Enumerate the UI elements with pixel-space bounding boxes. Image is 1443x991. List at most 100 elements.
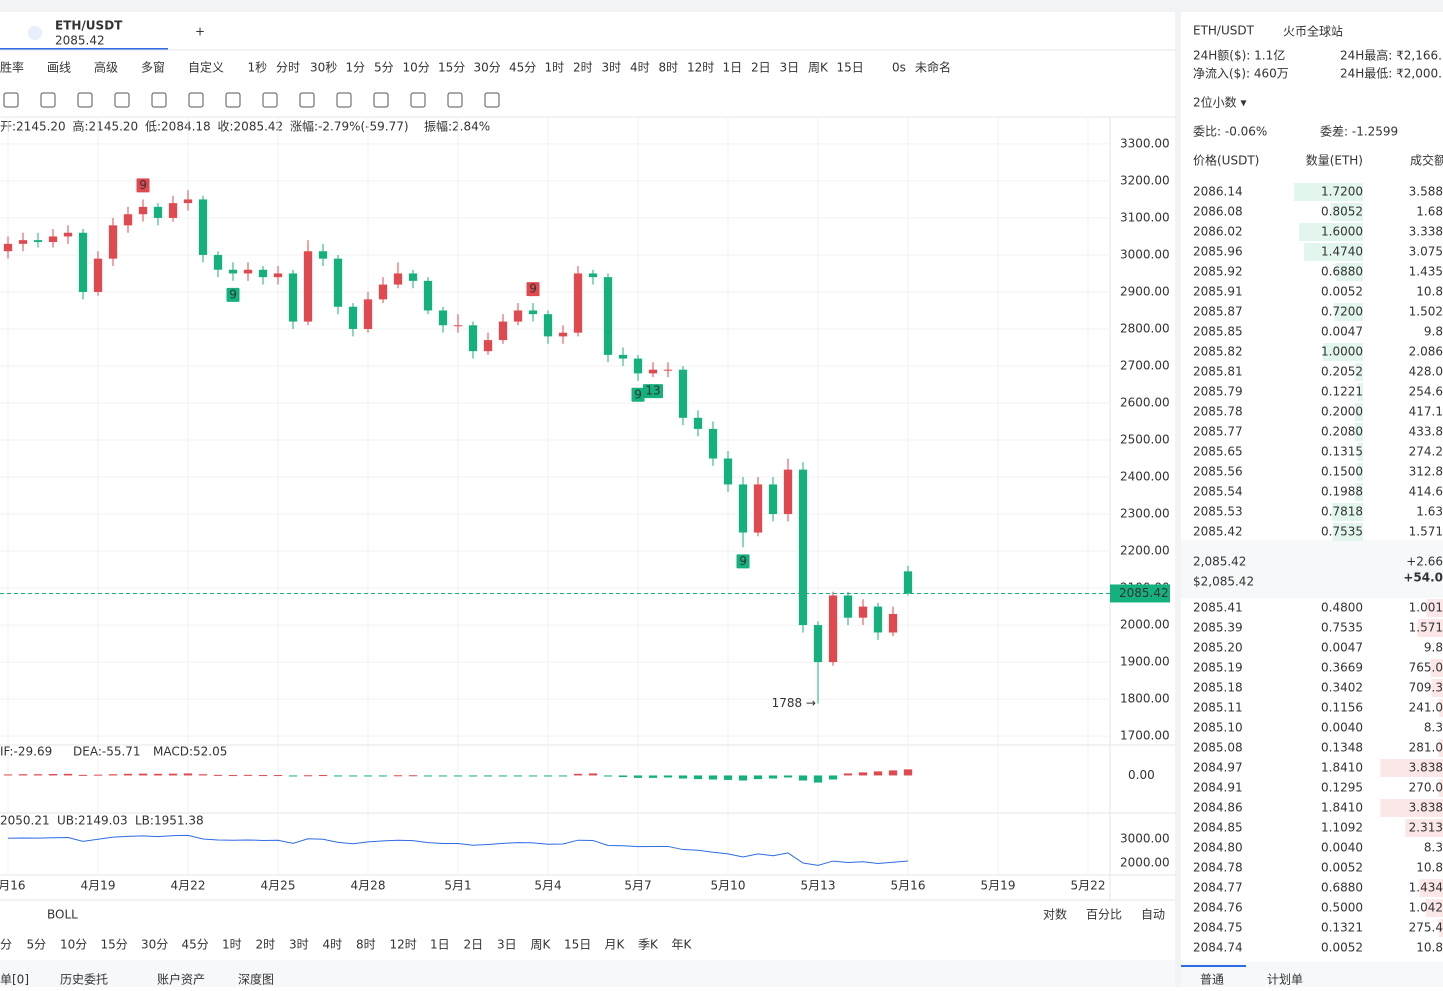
- book-symbol: ETH/USDT: [1193, 24, 1255, 38]
- indicator[interactable]: BOLL: [47, 908, 78, 922]
- period[interactable]: 1日: [430, 938, 450, 952]
- book-qty: 0.1156: [1321, 701, 1363, 715]
- book-qty: 0.3669: [1321, 661, 1363, 675]
- y-tick-label: 3300.00: [1120, 136, 1170, 150]
- candle-body: [34, 240, 42, 242]
- candle-body: [19, 240, 27, 244]
- book-price: 2084.77: [1193, 881, 1243, 895]
- book-price: 2084.97: [1193, 761, 1243, 775]
- book-total: 433.8: [1409, 425, 1443, 439]
- period[interactable]: 2日: [464, 938, 484, 952]
- period[interactable]: 15日: [564, 938, 591, 952]
- macd-legend: IF:-29.69: [0, 745, 52, 759]
- book-total: 709.3: [1409, 681, 1443, 695]
- book-price: 2084.78: [1193, 861, 1243, 875]
- candle-body: [769, 484, 777, 514]
- candle-body: [349, 307, 357, 329]
- toolbar-item[interactable]: 1时: [545, 61, 565, 75]
- book-total: 254.6: [1409, 385, 1443, 399]
- toolbar-item[interactable]: 10分: [403, 61, 430, 75]
- scale-option[interactable]: 对数: [1043, 907, 1067, 922]
- toolbar-item[interactable]: 高级: [94, 60, 118, 75]
- toolbar-item[interactable]: 自定义: [188, 60, 224, 75]
- macd-bar: [49, 774, 57, 775]
- add-tab[interactable]: +: [195, 25, 205, 39]
- macd-bar: [259, 775, 267, 776]
- period[interactable]: 8时: [356, 938, 376, 952]
- period[interactable]: 5分: [27, 938, 47, 952]
- candle-body: [409, 273, 417, 280]
- bottom-tab[interactable]: 单[0]: [0, 973, 29, 987]
- candle-body: [214, 255, 222, 270]
- macd-legend: DEA:-55.71: [73, 745, 141, 759]
- book-total: 1.68: [1416, 205, 1443, 219]
- period[interactable]: 45分: [182, 938, 209, 952]
- toolbar-item[interactable]: 1日: [723, 61, 743, 75]
- scale-option[interactable]: 百分比: [1086, 908, 1122, 922]
- decimals[interactable]: 2位小数 ▾: [1193, 95, 1246, 110]
- toolbar-item[interactable]: 胜率: [0, 60, 24, 75]
- toolbar-item[interactable]: 30分: [474, 61, 501, 75]
- change: +2.66: [1406, 555, 1443, 569]
- toolbar-item[interactable]: 1分: [346, 61, 366, 75]
- y-tick-label: 2500.00: [1120, 433, 1170, 447]
- period[interactable]: 年K: [672, 938, 693, 952]
- book-tab[interactable]: 普通: [1200, 973, 1224, 987]
- period[interactable]: 周K: [531, 938, 552, 952]
- period[interactable]: 季K: [638, 938, 659, 952]
- book-qty: 1.8410: [1321, 801, 1363, 815]
- toolbar-item[interactable]: 15日: [837, 61, 864, 75]
- book-price: 2085.18: [1193, 681, 1243, 695]
- book-qty: 0.2000: [1321, 405, 1363, 419]
- period[interactable]: 4时: [323, 938, 343, 952]
- period[interactable]: 分: [0, 938, 12, 952]
- toolbar-item[interactable]: 30秒: [310, 61, 337, 75]
- candle-body: [79, 233, 87, 292]
- period[interactable]: 10分: [60, 938, 87, 952]
- toolbar-item[interactable]: 多窗: [141, 61, 165, 75]
- period[interactable]: 1时: [222, 938, 242, 952]
- book-price: 2084.86: [1193, 801, 1243, 815]
- period[interactable]: 12时: [390, 938, 417, 952]
- toolbar-item[interactable]: 5分: [374, 61, 394, 75]
- toolbar-item[interactable]: 4时: [630, 61, 650, 75]
- td-marker-label: 9: [634, 387, 642, 401]
- period[interactable]: 月K: [605, 938, 626, 952]
- book-tab[interactable]: 计划单: [1267, 973, 1303, 987]
- bottom-tab[interactable]: 账户资产: [157, 972, 205, 987]
- candle-body: [754, 484, 762, 532]
- bottom-tab[interactable]: 深度图: [238, 972, 274, 987]
- book-qty: 0.0040: [1321, 841, 1363, 855]
- book-total: 9.8: [1424, 641, 1443, 655]
- book-price: 2085.79: [1193, 385, 1243, 399]
- candle-body: [529, 310, 537, 314]
- bottom-tab[interactable]: 历史委托: [60, 973, 108, 987]
- toolbar-item[interactable]: 未命名: [915, 60, 951, 75]
- macd-bar: [64, 774, 72, 776]
- toolbar-item[interactable]: 2日: [751, 61, 771, 75]
- toolbar-item[interactable]: 45分: [509, 61, 536, 75]
- candle-body: [514, 310, 522, 321]
- period[interactable]: 15分: [101, 938, 128, 952]
- toolbar-item[interactable]: 0s: [892, 61, 906, 75]
- book-total: 10.8: [1416, 861, 1443, 875]
- scale-option[interactable]: 自动: [1141, 908, 1165, 922]
- toolbar-item[interactable]: 1秒: [248, 61, 268, 75]
- toolbar-item[interactable]: 画线: [47, 61, 71, 75]
- y-tick-label: 3200.00: [1120, 173, 1170, 187]
- toolbar-item[interactable]: 12时: [687, 61, 714, 75]
- period[interactable]: 3时: [289, 938, 309, 952]
- toolbar-item[interactable]: 分时: [276, 61, 300, 75]
- period[interactable]: 30分: [141, 938, 168, 952]
- toolbar-item[interactable]: 8时: [659, 61, 679, 75]
- macd-bar: [589, 773, 597, 775]
- period[interactable]: 2时: [256, 938, 276, 952]
- toolbar-item[interactable]: 15分: [438, 61, 465, 75]
- toolbar-item[interactable]: 3日: [780, 61, 800, 75]
- toolbar-item[interactable]: 2时: [573, 61, 593, 75]
- toolbar-item[interactable]: 周K: [808, 61, 829, 75]
- period[interactable]: 3日: [497, 938, 517, 952]
- toolbar-item[interactable]: 3时: [602, 61, 622, 75]
- macd-bar: [409, 775, 417, 776]
- macd-bar: [364, 775, 372, 776]
